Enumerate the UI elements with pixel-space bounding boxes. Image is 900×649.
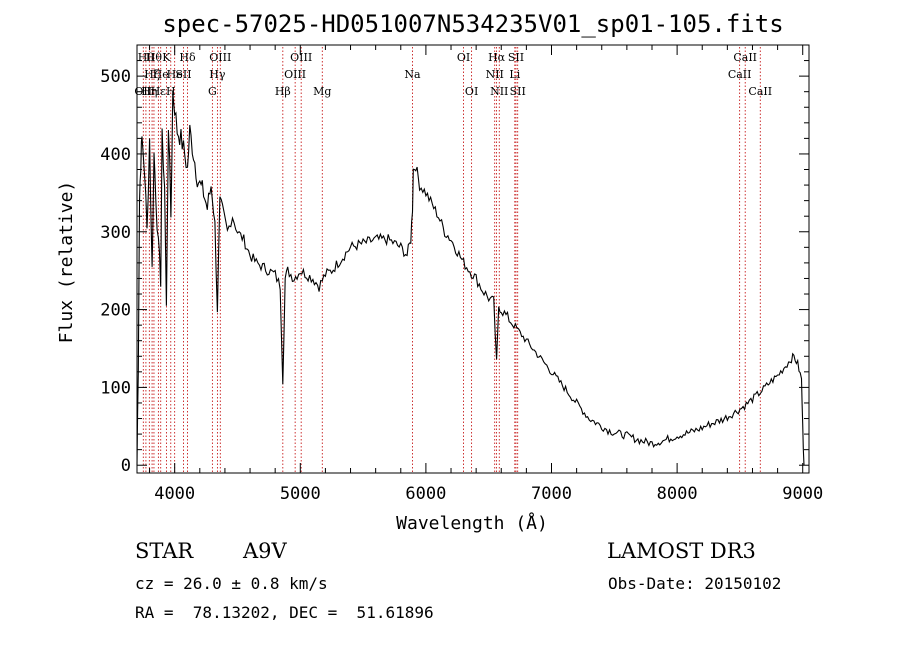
line-label-hζ: Hζ xyxy=(144,68,160,81)
spectrum-series-line xyxy=(136,90,805,466)
line-label-caii: CaII xyxy=(748,85,772,98)
x-tick-label: 4000 xyxy=(154,484,195,504)
line-label-mg: Mg xyxy=(313,85,331,98)
spectral-line-markers xyxy=(142,47,761,473)
observation-date: Obs-Date: 20150102 xyxy=(608,574,782,593)
x-tick-label: 5000 xyxy=(280,484,321,504)
x-tick-label: 6000 xyxy=(405,484,446,504)
survey-name: LAMOST DR3 xyxy=(607,539,756,563)
line-label-li: Li xyxy=(509,68,520,81)
object-subclass: A9V xyxy=(243,539,287,563)
line-label-k: K xyxy=(162,51,171,64)
y-axis-label: Flux (relative) xyxy=(56,181,77,344)
line-label-he: He xyxy=(167,68,183,81)
line-label-hγ: Hγ xyxy=(209,68,226,81)
line-label-na: Na xyxy=(404,68,421,81)
y-tick-label: 100 xyxy=(100,378,131,398)
y-tick-label: 300 xyxy=(100,223,131,243)
plot-frame xyxy=(136,44,810,474)
line-label-sii: SII xyxy=(508,51,524,64)
line-label-oiii: OIII xyxy=(284,68,306,81)
line-label-caii: CaII xyxy=(733,51,757,64)
line-label-g: G xyxy=(208,85,217,98)
line-label-oi: OI xyxy=(465,85,478,98)
chart-title: spec-57025-HD051007N534235V01_sp01-105.f… xyxy=(162,10,783,38)
line-label-oii: OII xyxy=(134,85,152,98)
x-tick-label: 8000 xyxy=(657,484,698,504)
line-label-oiii: OIII xyxy=(209,51,231,64)
redshift-cz: cz = 26.0 ± 0.8 km/s xyxy=(135,574,328,593)
coordinates: RA = 78.13202, DEC = 51.61896 xyxy=(135,603,434,622)
line-label-sii: SII xyxy=(510,85,526,98)
y-tick-label: 0 xyxy=(121,456,131,476)
line-label-hε: Hε xyxy=(151,85,167,98)
y-axis-ticks: 0 100 200 300 400 500 xyxy=(100,60,809,476)
x-tick-label: 9000 xyxy=(782,484,823,504)
x-axis-label: Wavelength (Å) xyxy=(396,512,548,534)
y-tick-label: 500 xyxy=(100,67,131,87)
line-label-hα: Hα xyxy=(488,51,506,64)
line-label-hη: Hη xyxy=(141,85,157,98)
line-label-hβ: Hβ xyxy=(275,85,291,98)
line-label-nii: NII xyxy=(490,85,508,98)
y-tick-label: 400 xyxy=(100,145,131,165)
line-label-hδ: Hδ xyxy=(179,51,196,64)
spectral-line-labels: OIIHθHηHζHθHεHeKHHeSIIHδGHγOIIIHβOIIIOII… xyxy=(134,51,772,98)
line-label-h: H xyxy=(166,85,176,98)
line-label-oiii: OIII xyxy=(290,51,312,64)
object-class: STAR xyxy=(135,539,194,563)
x-tick-label: 7000 xyxy=(531,484,572,504)
line-label-he: He xyxy=(153,68,169,81)
y-tick-label: 200 xyxy=(100,301,131,321)
line-label-sii: SII xyxy=(175,68,191,81)
line-label-caii: CaII xyxy=(728,68,752,81)
x-axis-ticks: 4000 5000 6000 7000 8000 9000 xyxy=(149,45,823,504)
line-label-oi: OI xyxy=(457,51,470,64)
line-label-hθ: Hθ xyxy=(146,51,163,64)
line-label-nii: NII xyxy=(486,68,504,81)
